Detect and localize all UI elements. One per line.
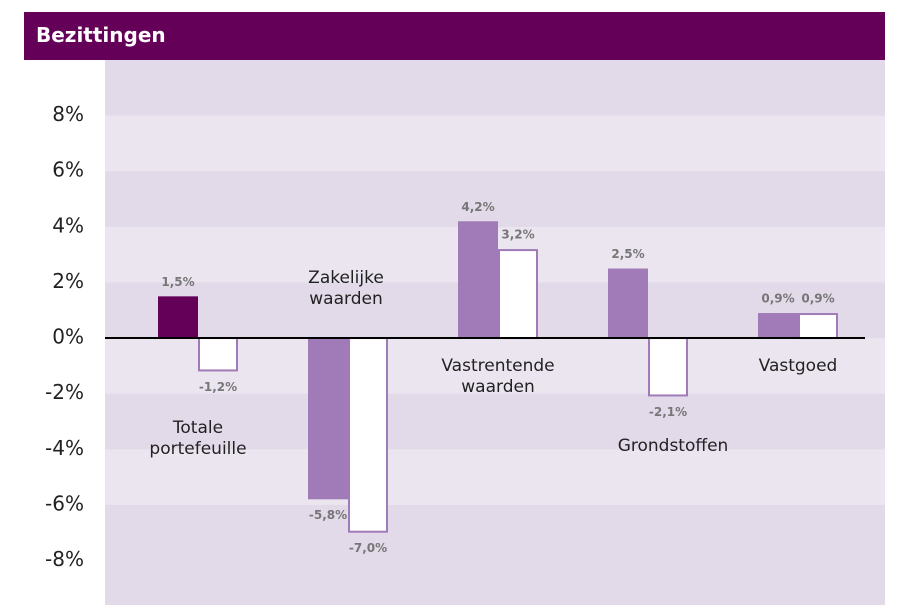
bar	[758, 313, 798, 339]
data-label: -1,2%	[199, 380, 237, 394]
data-label: -5,8%	[309, 508, 347, 522]
data-label: 3,2%	[501, 228, 534, 242]
category-label: Totale portefeuille	[149, 418, 247, 460]
data-label: 0,9%	[761, 292, 794, 306]
category-label: Vastgoed	[758, 356, 838, 377]
chart-title: Bezittingen	[24, 12, 885, 60]
data-label: 1,5%	[161, 275, 194, 289]
grid-band	[105, 115, 885, 172]
bar	[798, 313, 838, 340]
bar	[458, 221, 498, 339]
y-tick-label: 8%	[52, 102, 84, 126]
y-tick-label: -6%	[45, 491, 84, 515]
y-tick-label: 4%	[52, 213, 84, 237]
data-label: 4,2%	[461, 200, 494, 214]
y-tick-label: -8%	[45, 547, 84, 571]
y-tick-label: -4%	[45, 436, 84, 460]
data-label: -2,1%	[649, 405, 687, 419]
grid-band	[105, 449, 885, 505]
bar	[158, 296, 198, 339]
data-label: 0,9%	[801, 292, 834, 306]
bar	[498, 249, 538, 340]
bar	[648, 337, 688, 397]
bar	[348, 337, 388, 533]
category-label: Zakelijke waarden	[308, 268, 384, 310]
bar	[198, 337, 238, 372]
y-tick-label: 6%	[52, 158, 84, 182]
y-tick-label: 0%	[52, 325, 84, 349]
category-label: Vastrentende waarden	[441, 356, 555, 398]
category-label: Grondstoffen	[617, 436, 729, 457]
y-tick-label: 2%	[52, 269, 84, 293]
bar	[308, 338, 348, 500]
data-label: -7,0%	[349, 541, 387, 555]
bar	[608, 268, 648, 339]
y-tick-label: -2%	[45, 380, 84, 404]
data-label: 2,5%	[611, 247, 644, 261]
